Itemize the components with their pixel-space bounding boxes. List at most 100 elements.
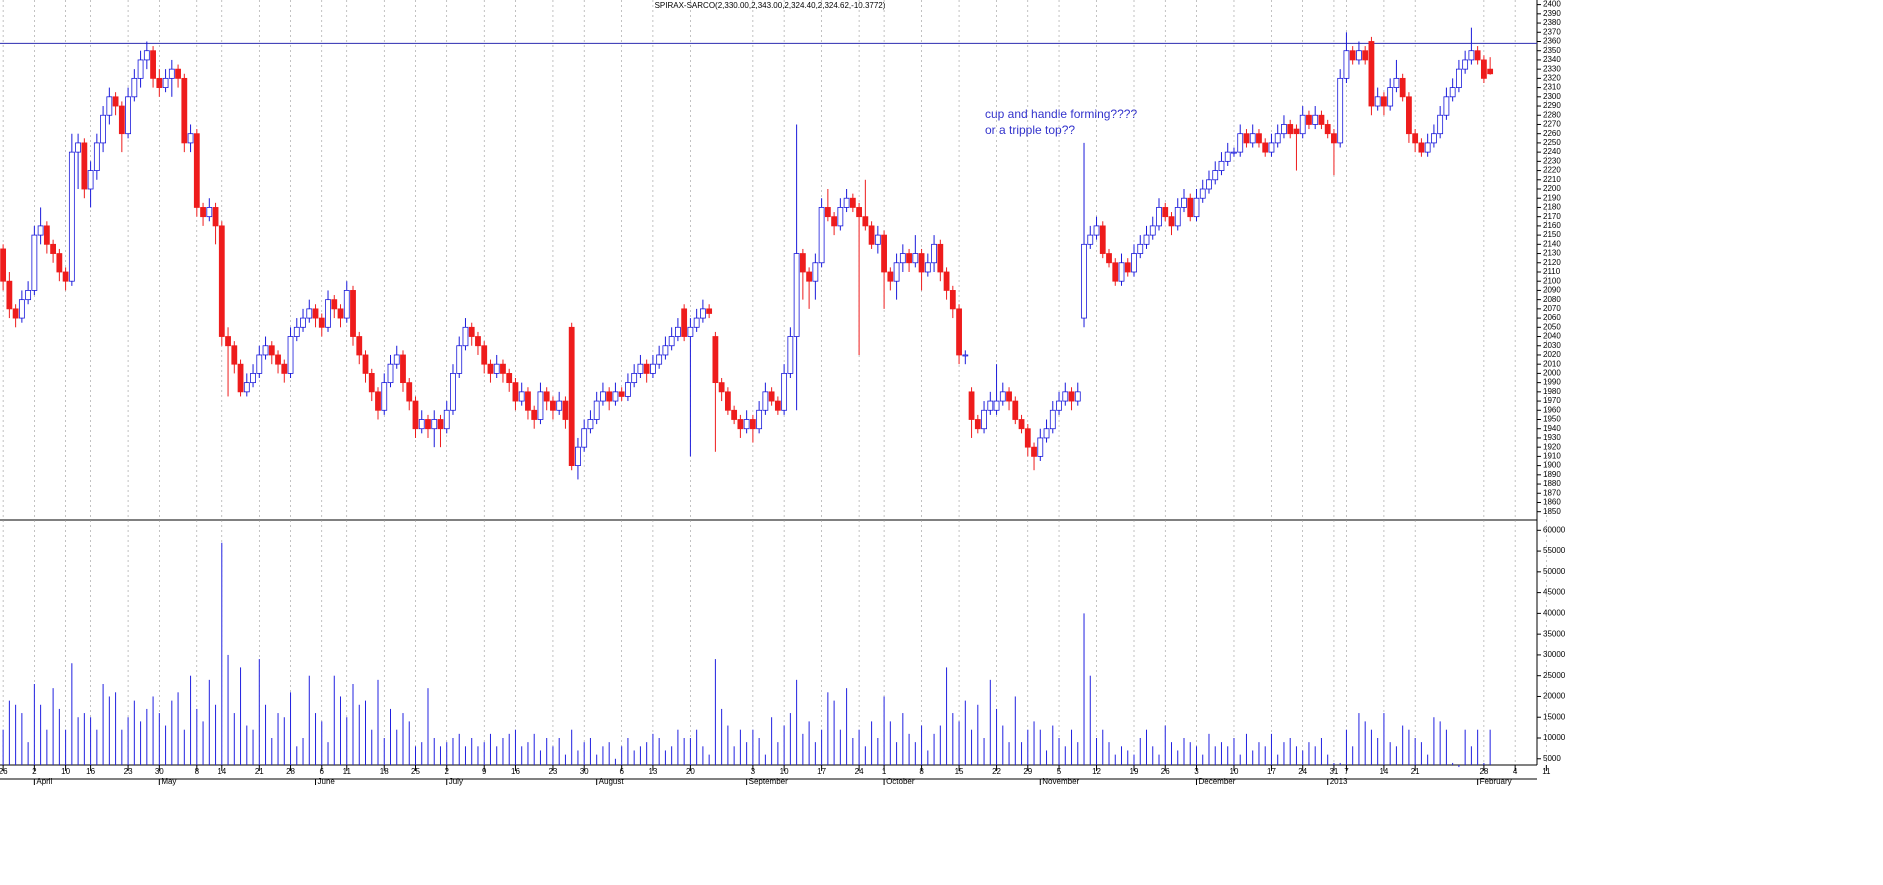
- month-label: 2013: [1330, 777, 1348, 786]
- candle-body: [1206, 179, 1212, 190]
- x-tick-label: 2: [445, 767, 450, 776]
- candle-body: [206, 207, 213, 218]
- x-tick-label: 31: [1329, 767, 1338, 776]
- candle-body: [1337, 77, 1344, 144]
- candle-body: [406, 382, 413, 402]
- month-label: May: [161, 777, 176, 786]
- y-tick-label: 1990: [1543, 378, 1561, 387]
- month-label: December: [1198, 777, 1235, 786]
- candle-body: [1087, 234, 1094, 245]
- candle-body: [1193, 197, 1200, 218]
- x-tick-label: 14: [1379, 767, 1388, 776]
- candle-body: [606, 391, 613, 402]
- candle-body: [587, 419, 594, 430]
- candle-body: [1318, 114, 1325, 125]
- candle-body: [12, 308, 19, 319]
- candle-body: [1187, 197, 1194, 218]
- candle-body: [337, 308, 344, 319]
- x-tick-label: 25: [411, 767, 420, 776]
- candle-body: [1137, 243, 1144, 254]
- candle-body: [643, 363, 650, 374]
- candle-body: [706, 308, 713, 314]
- y-tick-label: 2120: [1543, 258, 1561, 267]
- y-tick-label: 1970: [1543, 396, 1561, 405]
- y-tick-label: 2050: [1543, 322, 1561, 331]
- month-label: July: [449, 777, 463, 786]
- candle-body: [1106, 253, 1112, 264]
- candle-body: [1237, 133, 1244, 153]
- y-tick-label: 2250: [1543, 138, 1561, 147]
- candle-body: [93, 142, 100, 171]
- candle-body: [1480, 59, 1487, 79]
- candle-body: [1031, 446, 1037, 457]
- candle-body: [393, 354, 400, 365]
- candle-body: [243, 382, 250, 393]
- annotation: cup and handle forming????: [985, 107, 1137, 121]
- candle-body: [1162, 207, 1169, 218]
- candle-body: [662, 345, 669, 356]
- candle-body: [699, 308, 706, 319]
- candle-body: [793, 253, 800, 337]
- candle-body: [712, 336, 719, 384]
- candle-body: [318, 317, 325, 328]
- candle-body: [568, 326, 575, 467]
- candle-body: [362, 354, 369, 374]
- y-tick-label: 2160: [1543, 221, 1561, 230]
- candle-body: [1262, 142, 1269, 153]
- y-tick-label: 2020: [1543, 350, 1561, 359]
- x-tick-label: 14: [217, 767, 226, 776]
- candle-body: [1156, 207, 1162, 227]
- candle-body: [1068, 391, 1075, 402]
- y-tick-label: 1960: [1543, 405, 1561, 414]
- month-label: February: [1480, 777, 1512, 786]
- candle-body: [1118, 262, 1125, 282]
- candle-body: [1349, 50, 1356, 61]
- candle-body: [1249, 133, 1256, 144]
- candle-body: [1006, 391, 1012, 402]
- y-tick-label: 2220: [1543, 166, 1561, 175]
- candle-body: [131, 77, 138, 98]
- y2-tick-label: 30000: [1543, 650, 1566, 659]
- candle-body: [400, 354, 406, 384]
- y-tick-label: 2010: [1543, 359, 1561, 368]
- candle-body: [1081, 243, 1087, 319]
- y-tick-label: 2370: [1543, 27, 1561, 36]
- candle-body: [156, 77, 163, 88]
- candle-body: [731, 409, 738, 420]
- candle-body: [1443, 96, 1450, 116]
- candle-body: [356, 336, 363, 356]
- y-tick-label: 1880: [1543, 479, 1561, 488]
- candle-body: [1074, 391, 1081, 402]
- candle-body: [106, 96, 113, 116]
- candle-body: [1312, 114, 1319, 125]
- x-tick-label: 23: [548, 767, 557, 776]
- x-tick-label: 9: [482, 767, 487, 776]
- x-tick-label: 30: [580, 767, 589, 776]
- y-tick-label: 2330: [1543, 64, 1561, 73]
- candle-body: [200, 207, 206, 218]
- y2-tick-label: 5000: [1543, 754, 1561, 763]
- y-tick-label: 2200: [1543, 184, 1561, 193]
- y2-tick-label: 10000: [1543, 733, 1566, 742]
- x-tick-label: 6: [619, 767, 624, 776]
- y2-tick-label: 45000: [1543, 588, 1566, 597]
- candle-body: [456, 345, 463, 374]
- candle-body: [137, 59, 144, 79]
- candle-body: [768, 391, 775, 402]
- candle-body: [231, 345, 238, 365]
- candle-body: [281, 363, 288, 374]
- candle-body: [262, 345, 269, 356]
- candle-body: [1381, 96, 1387, 107]
- month-label: June: [318, 777, 336, 786]
- candle-body: [774, 400, 781, 411]
- x-tick-label: 20: [686, 767, 695, 776]
- x-tick-label: 28: [286, 767, 295, 776]
- candle-body: [81, 142, 88, 190]
- candle-body: [1024, 428, 1031, 448]
- candle-body: [518, 391, 525, 402]
- y-tick-label: 1940: [1543, 424, 1561, 433]
- candle-body: [600, 391, 606, 402]
- candle-body: [300, 317, 306, 328]
- y2-tick-label: 50000: [1543, 567, 1566, 576]
